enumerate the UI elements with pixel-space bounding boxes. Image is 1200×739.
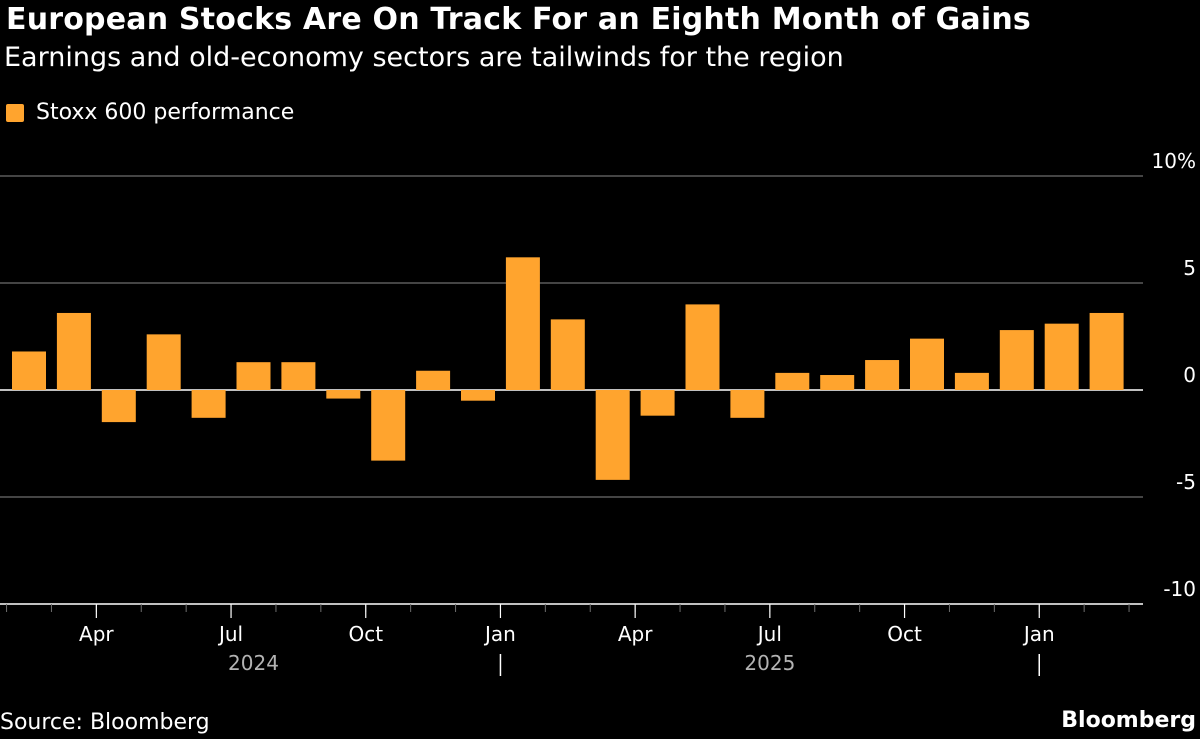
x-tick-label: Apr [79,622,114,646]
y-tick-label: 0 [1183,363,1196,387]
bar [1044,323,1079,390]
x-tick-label: Jul [217,622,243,646]
bar [101,390,136,423]
source-note: Source: Bloomberg [0,710,210,735]
bar [775,372,810,390]
chart-title: European Stocks Are On Track For an Eigh… [6,2,1031,37]
x-tick-label: Jan [1022,622,1055,646]
bloomberg-logo: Bloomberg [1061,708,1196,733]
bar [461,390,495,401]
bar [820,375,855,390]
bar [865,360,900,390]
y-tick-label: 5 [1183,256,1196,280]
bar [281,362,316,390]
bar [416,370,451,390]
x-tick-label: Apr [618,622,653,646]
bar [1089,312,1124,390]
bar [550,319,585,390]
legend: Stoxx 600 performance [6,100,294,125]
year-label: 2025 [744,651,795,675]
year-label: 2024 [228,651,279,675]
bar [640,390,675,416]
bar [371,390,406,461]
y-axis-labels: 10% 5 0 -5 -10 [1152,149,1196,601]
x-axis: Apr Jul Oct Jan Apr Jul Oct Jan 2024 2025 [0,603,1143,676]
bar [595,390,630,480]
y-tick-label: -5 [1176,470,1196,494]
bars [12,257,1124,480]
bar [954,372,989,390]
y-tick-label: 10% [1152,149,1196,173]
bar [326,390,361,399]
x-tick-label: Oct [887,622,922,646]
bar [12,351,46,390]
bar [236,362,271,390]
chart-subtitle: Earnings and old-economy sectors are tai… [4,42,844,73]
bar [730,390,765,418]
bar [910,338,944,390]
bar [191,390,226,418]
bar [999,330,1034,390]
x-tick-label: Jan [483,622,516,646]
bar [505,257,540,390]
bar [56,312,91,390]
bar [146,334,181,390]
legend-swatch [6,103,24,122]
y-tick-label: -10 [1163,577,1196,601]
bar [685,304,720,390]
x-tick-label: Jul [756,622,782,646]
legend-label: Stoxx 600 performance [36,100,295,125]
x-tick-label: Oct [348,622,383,646]
